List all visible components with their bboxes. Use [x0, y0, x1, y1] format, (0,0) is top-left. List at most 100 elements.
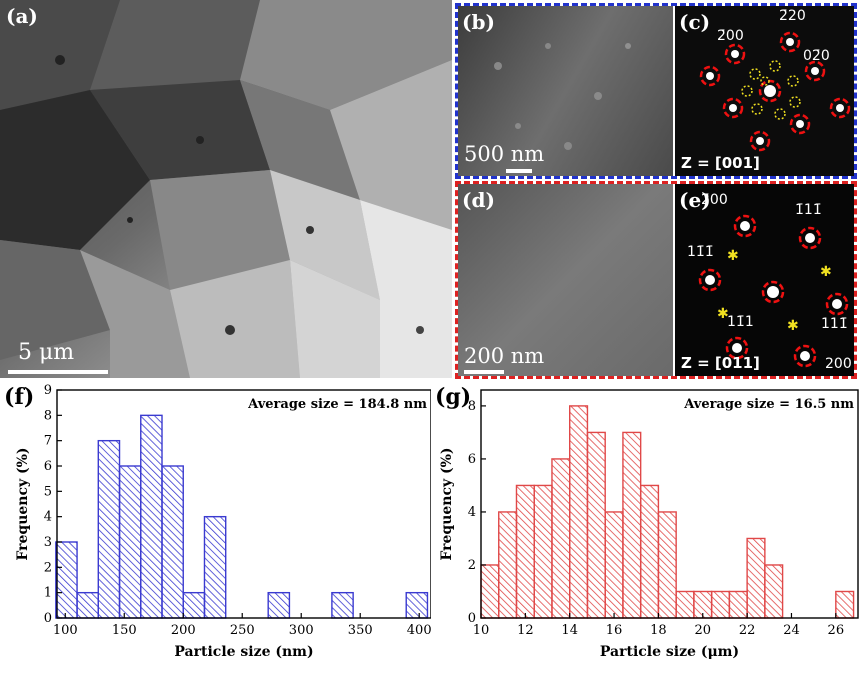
y-tick-label-4: 3: [44, 535, 52, 550]
spot-index-e-1: 2̄00: [701, 192, 728, 208]
diffraction-pattern-e: ✱ ✱ ✱ ✱: [698, 214, 849, 368]
y-tick-label-5: 4: [44, 510, 52, 525]
bar-5: [551, 458, 571, 619]
y-tick-label-1: 0: [44, 611, 52, 626]
panel-label: (g): [435, 384, 471, 410]
y-tick-label-3: 4: [468, 505, 476, 520]
bar-7: [182, 591, 206, 619]
x-tick-label-2: 12: [517, 623, 534, 638]
panel-label-a: (a): [6, 4, 38, 28]
panel-label: (f): [4, 384, 34, 410]
bar-20: [835, 590, 855, 619]
x-tick-label-3: 14: [561, 623, 578, 638]
diffraction-pattern-c: [699, 31, 851, 152]
x-tick-label-9: 26: [828, 623, 845, 638]
bar-1: [55, 541, 78, 619]
x-tick-label-8: 24: [783, 623, 800, 638]
bar-2: [76, 591, 99, 619]
y-tick-label-10: 9: [44, 383, 52, 398]
panel-label-c: (c): [679, 10, 711, 34]
spot-index-c-2: 2̄20: [779, 8, 806, 24]
x-tick-label-1: 10: [473, 623, 490, 638]
panel-label-e: (e): [679, 188, 711, 212]
bar-6: [161, 465, 184, 619]
x-tick-label-5: 300: [289, 623, 314, 638]
spot-index-c-1: 2̄00: [717, 28, 744, 44]
red-box: [455, 181, 857, 379]
bar-1: [480, 564, 500, 619]
bar-5: [140, 414, 163, 619]
bar-4: [118, 465, 142, 619]
x-tick-label-6: 350: [348, 623, 373, 638]
bar-16: [746, 537, 766, 619]
x-tick-label-7: 400: [407, 623, 431, 638]
y-tick-label-4: 6: [468, 452, 476, 467]
zone-axis-e: Z = [011]: [681, 354, 760, 372]
y-axis-label: Frequency (%): [15, 447, 31, 560]
y-tick-label-2: 2: [468, 558, 476, 573]
tem-image-b: (b) 500 nm: [458, 6, 673, 176]
panel-label-d: (d): [462, 188, 495, 212]
x-tick-label-2: 150: [112, 623, 137, 638]
y-tick-label-5: 8: [468, 399, 476, 414]
bar-8: [203, 515, 227, 619]
x-tick-label-4: 16: [606, 623, 623, 638]
bar-11: [405, 591, 429, 619]
bar-3: [97, 439, 121, 619]
scale-label-b: 500 nm: [464, 142, 545, 166]
spot-index-e-4: 11̄1: [727, 314, 754, 330]
y-tick-label-1: 0: [468, 611, 476, 626]
average-size-annotation: Average size = 16.5 nm: [683, 397, 854, 412]
svg-text:✱: ✱: [787, 318, 799, 334]
spot-index-e-3: 11̄1̄: [687, 244, 714, 260]
bar-4: [533, 484, 553, 619]
diffraction-c: (c) 2̄00 2̄20 02̄0 Z = [001]: [675, 6, 854, 176]
bar-17: [764, 564, 784, 619]
svg-text:✱: ✱: [717, 306, 729, 322]
x-tick-label-5: 18: [650, 623, 667, 638]
spot-index-c-3: 02̄0: [803, 48, 830, 64]
x-tick-label-4: 250: [230, 623, 255, 638]
blue-box: [455, 3, 857, 179]
zone-axis-c: Z = [001]: [681, 154, 760, 172]
bar-7: [586, 431, 606, 619]
bar-3: [515, 484, 535, 619]
bar-10: [639, 484, 660, 619]
y-axis-label: Frequency (%): [439, 447, 455, 560]
diffraction-e: ✱ ✱ ✱ ✱ (e) 2̄00 1̄11̄ 11̄1̄ 11̄1 111̄ 200…: [675, 184, 854, 376]
svg-text:✱: ✱: [727, 248, 739, 264]
bar-11: [657, 511, 677, 619]
y-tick-label-7: 6: [44, 459, 52, 474]
bar-9: [622, 431, 642, 619]
x-tick-label-3: 200: [171, 623, 196, 638]
spot-index-e-6: 200: [825, 356, 852, 372]
x-tick-label-6: 20: [694, 623, 711, 638]
y-tick-label-3: 2: [44, 560, 52, 575]
x-tick-label-1: 100: [53, 623, 78, 638]
x-axis-label: Particle size (nm): [174, 644, 313, 660]
scale-bar-d: [464, 370, 504, 374]
bar-12: [675, 590, 695, 619]
bar-15: [728, 590, 748, 619]
scale-bar-b: [506, 169, 532, 173]
plot-frame: [480, 389, 859, 619]
bar-6: [569, 405, 589, 619]
tem-micrograph-a: [0, 0, 452, 378]
spot-index-e-5: 111̄: [821, 316, 848, 332]
average-size-annotation: Average size = 184.8 nm: [247, 397, 427, 412]
tem-micrograph-b: [494, 43, 631, 150]
bar-14: [710, 590, 731, 619]
spot-index-e-2: 1̄11̄: [795, 202, 822, 218]
x-tick-label-7: 22: [739, 623, 756, 638]
y-tick-label-6: 5: [44, 484, 52, 499]
svg-text:✱: ✱: [820, 264, 832, 280]
x-axis-label: Particle size (μm): [600, 644, 739, 660]
bar-2: [498, 511, 518, 619]
scale-bar-a: [8, 370, 108, 374]
histogram-f: 100 150 200 250 300 350 400 0 1 2 3 4 5 6 7 8 9 Particle …: [4, 383, 431, 660]
y-tick-label-2: 1: [44, 586, 52, 601]
tem-image-d: (d) 200 nm: [458, 184, 673, 376]
scale-label-d: 200 nm: [464, 344, 545, 368]
bar-10: [331, 591, 354, 619]
